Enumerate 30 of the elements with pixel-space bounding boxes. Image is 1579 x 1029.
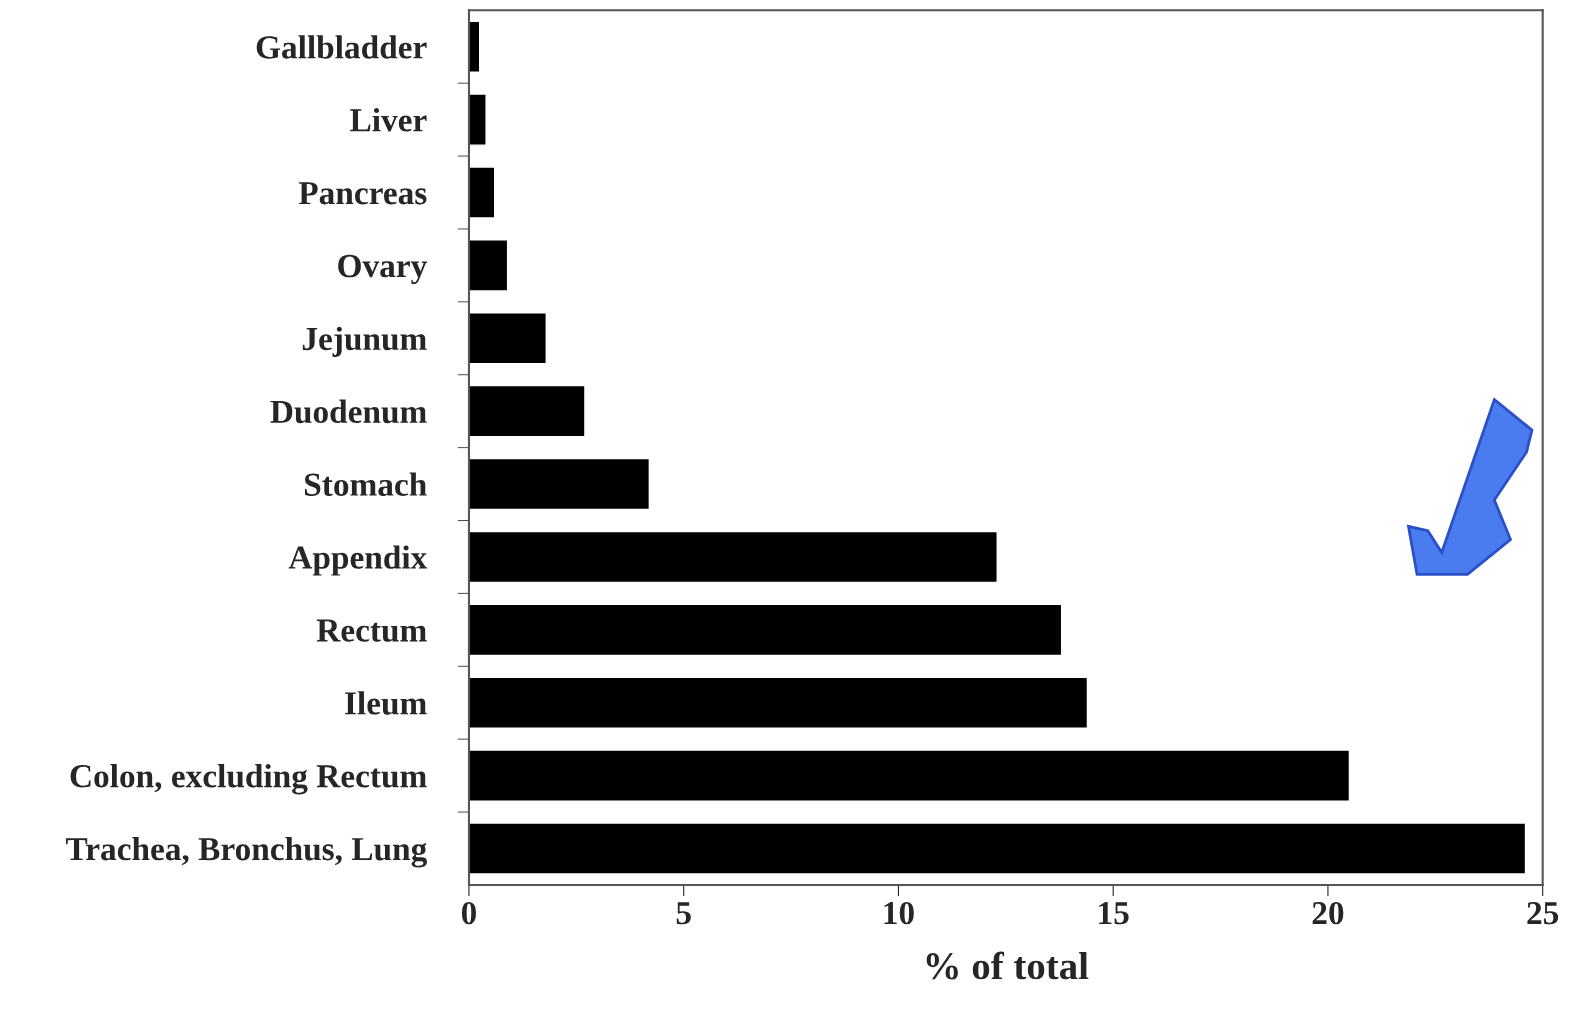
y-tick-label: Rectum (316, 619, 427, 642)
bar (468, 749, 1351, 802)
bar (468, 676, 1089, 729)
y-tick-label: Liver (350, 108, 427, 132)
y-tick-label: Ileum (345, 691, 427, 715)
y-tick-label: Pancreas (298, 182, 427, 205)
y-tick-label: Stomach (305, 472, 427, 496)
y-tick-label: Duodenum (270, 399, 427, 424)
x-tick-label: 25 (1527, 901, 1559, 925)
x-tick-label: 5 (676, 902, 691, 925)
y-tick-label: Appendix (288, 545, 428, 576)
bar (468, 457, 651, 511)
bar (468, 530, 998, 584)
y-tick-label: Trachea, Bronchus, Lung (65, 836, 427, 868)
bar (468, 166, 496, 219)
bar (468, 239, 509, 292)
bar (468, 384, 586, 438)
y-tick-label: Jejunum (302, 326, 427, 357)
y-tick-label: Ovary (338, 254, 427, 285)
x-tick-label: 20 (1312, 901, 1344, 925)
bar (468, 312, 547, 365)
bar (468, 93, 487, 146)
x-tick-label: 10 (884, 901, 914, 925)
x-axis-title: % of total (926, 951, 1089, 980)
bar (468, 603, 1063, 657)
x-tick-label: 0 (461, 901, 477, 925)
y-tick-label: Colon, excluding Rectum (70, 764, 427, 795)
x-tick-label: 15 (1099, 902, 1129, 925)
bar (468, 822, 1527, 875)
y-tick-label: Gallbladder (256, 35, 427, 59)
